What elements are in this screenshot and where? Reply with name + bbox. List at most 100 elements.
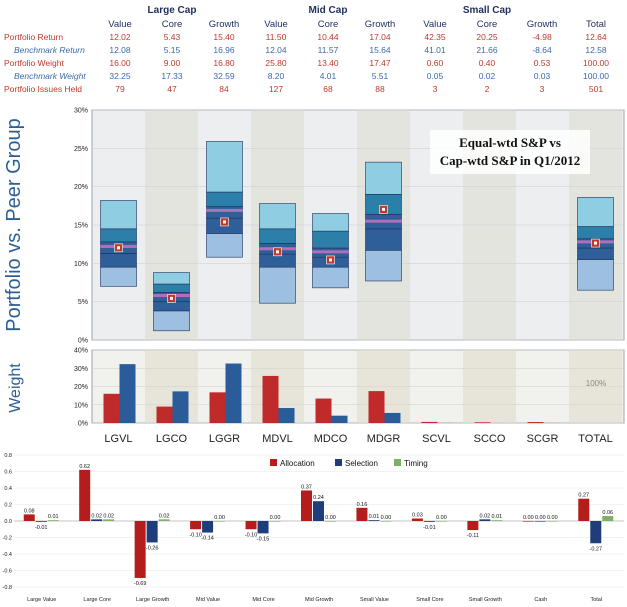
table-background [0, 0, 627, 103]
y-tick-label: 15% [74, 223, 88, 230]
y-tick-label: 0.4 [4, 486, 12, 492]
row-label: Portfolio Return [4, 32, 63, 42]
box-60-75 [100, 228, 137, 243]
table-cell: 41.01 [424, 45, 446, 55]
bar-value-label: 0.62 [79, 464, 90, 470]
bar-value-label: -0.14 [201, 536, 214, 542]
y-tick-label: 25% [74, 146, 88, 153]
y-tick-label: 5% [78, 299, 88, 306]
y-tick-label: 10% [74, 402, 88, 409]
bar-value-label: 0.01 [48, 514, 59, 520]
box-5-25 [259, 266, 296, 304]
legend-label: Selection [345, 459, 378, 468]
table-cell: 20.25 [476, 32, 498, 42]
box-60-75 [259, 228, 296, 244]
bar-value-label: 0.02 [103, 513, 114, 519]
attribution-bar [356, 507, 368, 521]
attribution-bar [257, 521, 269, 534]
portfolio-weight-bar [209, 392, 226, 423]
table-cell: 0.53 [534, 58, 551, 68]
table-cell: 15.64 [369, 45, 391, 55]
table-cell: 0.03 [534, 71, 551, 81]
bar-value-label: 0.00 [436, 515, 447, 521]
y-tick-label: 20% [74, 184, 88, 191]
category-label: MDCO [314, 433, 348, 445]
bar-value-label: 0.00 [325, 515, 336, 521]
column-header: Growth [527, 19, 558, 30]
category-label: SCGR [527, 433, 559, 445]
column-header: Growth [365, 19, 396, 30]
table-rows: Portfolio Return 12.02 5.43 15.40 11.50 10.44… [4, 32, 609, 94]
category-label: SCVL [422, 433, 451, 445]
category-label: Large Growth [136, 597, 169, 603]
table-cell: 11.50 [266, 32, 287, 42]
portfolio-marker-core [223, 220, 226, 224]
portfolio-marker-core [594, 241, 597, 245]
table-cell: 10.44 [317, 32, 339, 42]
table-cell: 32.25 [109, 71, 131, 81]
legend-swatch [270, 459, 277, 466]
median-line [206, 208, 243, 212]
table-cell: 127 [269, 84, 283, 94]
attribution-bar [578, 498, 590, 521]
bar-value-label: -0.01 [35, 525, 48, 531]
y-tick-label: 0% [78, 421, 88, 428]
attribution-bar [522, 521, 534, 522]
column-header: Growth [209, 19, 240, 30]
bar-value-label: -0.26 [146, 545, 159, 551]
category-label: Mid Core [252, 597, 274, 603]
table-cell: 13.40 [317, 58, 339, 68]
y-tick-label: 0.6 [4, 470, 12, 476]
portfolio-weight-bar [527, 422, 544, 423]
attribution-bar-chart: -0.8 -0.6 -0.4 -0.2 0.0 0.2 0.4 0.6 0.8 0.08 -0.01… [0, 448, 627, 607]
panel-background [0, 448, 627, 607]
legend-label: Timing [404, 459, 428, 468]
bar-value-label: 0.00 [381, 515, 392, 521]
y-axis-title: Weight [7, 363, 24, 413]
box-60-75 [206, 191, 243, 207]
bar-value-label: 0.37 [301, 484, 312, 490]
table-cell: 32.59 [213, 71, 235, 81]
bar-value-label: 0.06 [602, 510, 613, 516]
attribution-bar [91, 519, 103, 521]
category-label: MDVL [262, 433, 293, 445]
attribution-bar [590, 521, 602, 544]
benchmark-weight-bar [331, 415, 348, 423]
category-label: Small Value [360, 597, 389, 603]
table-cell: 17.47 [369, 58, 391, 68]
box-5-25 [206, 233, 243, 258]
portfolio-marker-core [117, 246, 120, 250]
table-cell: -8.64 [532, 45, 552, 55]
annotation-box [430, 130, 590, 174]
table-cell: 100.00 [583, 71, 609, 81]
median-line [365, 219, 402, 223]
attribution-bar [479, 519, 491, 521]
attribution-bar [534, 521, 546, 522]
portfolio-marker-core [276, 250, 279, 254]
y-tick-label: -0.6 [3, 569, 12, 575]
table-cell: 79 [115, 84, 125, 94]
legend-label: Allocation [280, 459, 315, 468]
bar-value-label: -0.15 [257, 536, 270, 542]
table-group-headers: Large Cap Mid Cap Small Cap [148, 5, 512, 16]
portfolio-weight-bar [156, 406, 173, 423]
y-tick-label: 20% [74, 384, 88, 391]
table-cell: 0.40 [479, 58, 496, 68]
y-tick-label: 0.8 [4, 453, 12, 459]
table-cell: 12.02 [109, 32, 131, 42]
table-cell: 16.00 [109, 58, 131, 68]
column-header: Value [423, 19, 447, 30]
benchmark-weight-bar [225, 363, 242, 423]
peer-group-boxplot: 0% 5% 10% 15% 20% 25% 30% Portfolio vs. Peer Gr… [3, 108, 625, 345]
attribution-bar [245, 521, 257, 530]
category-label: Cash [534, 597, 547, 603]
category-label: Mid Growth [305, 597, 333, 603]
column-header: Core [318, 19, 339, 30]
attribution-bar [47, 520, 59, 521]
benchmark-weight-bar [172, 391, 189, 423]
table-cell: 5.15 [164, 45, 181, 55]
portfolio-weight-bar [368, 391, 385, 423]
row-label: Benchmark Weight [14, 71, 86, 81]
box-25-40 [365, 228, 402, 251]
